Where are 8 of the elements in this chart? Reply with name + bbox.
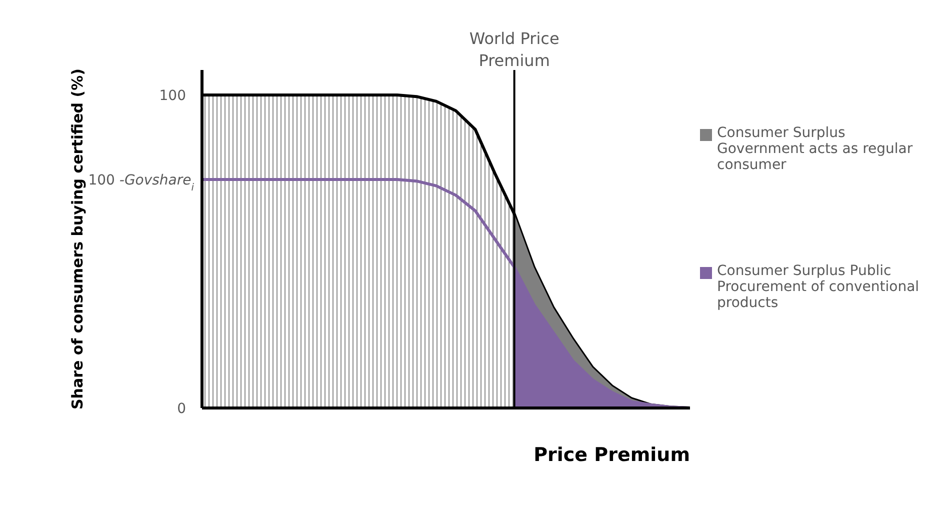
annotation: World Price Premium <box>469 29 560 70</box>
legend-label: Consumer Surplus Government acts as regular consumer <box>717 125 914 173</box>
legend-label: Consumer Surplus Public Procurement of conventional products <box>717 263 920 311</box>
y-axis-title: Share of consumers buying certified (%) <box>68 68 86 410</box>
text: 100 -Govshare$_{i}$ <box>88 172 194 194</box>
y-tick-label: 0 <box>177 401 186 417</box>
x-axis-title: Price Premium <box>534 444 690 466</box>
y-tick-label: 100 <box>159 88 186 104</box>
